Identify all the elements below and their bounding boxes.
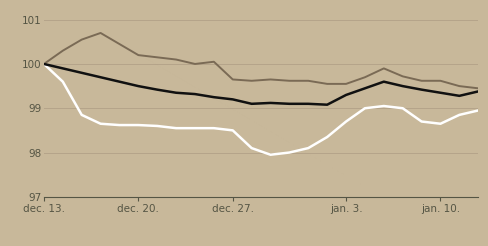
EURHUF xyxy=(41,62,47,65)
EURPLN xyxy=(305,147,311,150)
EURPLN xyxy=(60,80,66,83)
EURCZK xyxy=(249,79,255,82)
EURPLN xyxy=(173,127,179,130)
EURHUF xyxy=(419,88,425,91)
EURHUF xyxy=(267,101,273,104)
EURHUF xyxy=(343,93,349,96)
EURHUF xyxy=(135,85,141,88)
EURCZK xyxy=(98,31,103,34)
EURCZK xyxy=(438,79,444,82)
EURHUF xyxy=(381,80,387,83)
EURCZK xyxy=(192,62,198,65)
EURCZK xyxy=(456,85,462,88)
EURCZK xyxy=(230,78,236,81)
EURCZK xyxy=(79,38,84,41)
EURHUF xyxy=(173,91,179,94)
EURPLN xyxy=(135,123,141,126)
EURPLN xyxy=(230,129,236,132)
EURCZK xyxy=(41,62,47,65)
EURHUF xyxy=(456,94,462,97)
EURCZK xyxy=(400,75,406,78)
EURPLN xyxy=(41,62,47,65)
EURHUF xyxy=(211,96,217,99)
EURCZK xyxy=(286,79,292,82)
EURPLN xyxy=(438,122,444,125)
EURPLN xyxy=(249,147,255,150)
EURPLN xyxy=(117,123,122,126)
EURHUF xyxy=(400,85,406,88)
EURCZK xyxy=(419,79,425,82)
EURHUF xyxy=(98,76,103,79)
Line: EURPLN: EURPLN xyxy=(44,64,478,155)
EURHUF xyxy=(249,102,255,105)
EURPLN xyxy=(154,124,160,127)
EURPLN xyxy=(98,122,103,125)
EURCZK xyxy=(381,67,387,70)
EURCZK xyxy=(324,82,330,85)
Line: EURCZK: EURCZK xyxy=(44,33,478,88)
EURHUF xyxy=(230,98,236,101)
EURPLN xyxy=(286,151,292,154)
EURHUF xyxy=(60,67,66,70)
EURPLN xyxy=(343,120,349,123)
EURPLN xyxy=(211,127,217,130)
EURPLN xyxy=(79,113,84,116)
EURHUF xyxy=(192,92,198,95)
EURCZK xyxy=(173,58,179,61)
EURPLN xyxy=(267,153,273,156)
EURHUF xyxy=(324,103,330,106)
EURHUF xyxy=(79,71,84,74)
EURCZK xyxy=(154,56,160,59)
EURCZK xyxy=(267,78,273,81)
EURCZK xyxy=(362,76,368,79)
EURHUF xyxy=(286,102,292,105)
EURHUF xyxy=(154,88,160,91)
EURHUF xyxy=(362,87,368,90)
EURCZK xyxy=(117,43,122,46)
Line: EURHUF: EURHUF xyxy=(44,64,478,105)
EURCZK xyxy=(135,54,141,57)
EURPLN xyxy=(362,107,368,110)
EURPLN xyxy=(419,120,425,123)
EURPLN xyxy=(456,113,462,116)
EURPLN xyxy=(324,136,330,138)
EURCZK xyxy=(60,49,66,52)
EURPLN xyxy=(475,109,481,112)
EURCZK xyxy=(305,79,311,82)
EURPLN xyxy=(400,107,406,110)
EURPLN xyxy=(381,105,387,108)
EURHUF xyxy=(117,80,122,83)
EURHUF xyxy=(438,91,444,94)
EURHUF xyxy=(305,102,311,105)
EURCZK xyxy=(475,87,481,90)
EURPLN xyxy=(192,127,198,130)
EURCZK xyxy=(211,60,217,63)
EURCZK xyxy=(343,82,349,85)
EURHUF xyxy=(475,90,481,93)
